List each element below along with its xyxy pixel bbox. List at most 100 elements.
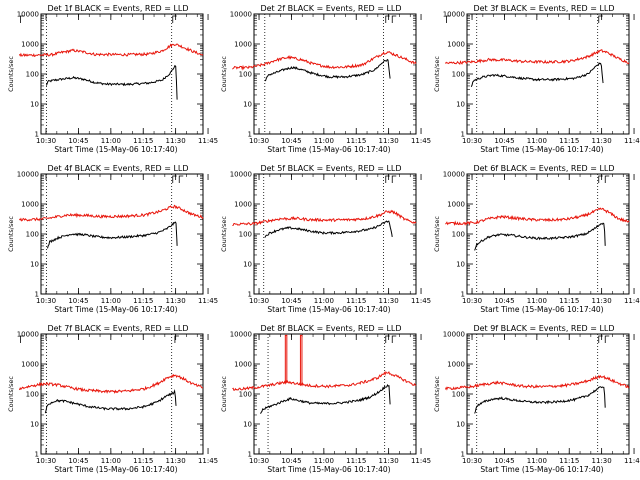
x-axis-label: Start Time (15-May-06 10:17:40)	[480, 305, 603, 314]
series-events-line	[44, 388, 177, 414]
x-tick-label: 11:15	[346, 137, 366, 145]
flag-marker	[391, 175, 397, 183]
x-tick-label: 11:45	[411, 457, 431, 465]
y-tick-label: 1	[461, 131, 465, 139]
series-lld-line	[232, 209, 417, 226]
y-tick-label: 100	[26, 71, 39, 79]
y-tick-label: 10	[30, 101, 39, 109]
x-tick-label: 11:45	[411, 137, 431, 145]
chart-title: Det 2f BLACK = Events, RED = LLD	[260, 4, 401, 13]
x-tick-label: 10:30	[249, 297, 269, 305]
series-events-line	[45, 64, 178, 100]
x-tick-label: 11:00	[527, 297, 547, 305]
plot-frame	[40, 173, 204, 295]
x-tick-label: 11:45	[624, 297, 640, 305]
y-tick-label: 1000	[447, 41, 465, 49]
flag-marker	[178, 175, 184, 183]
series-lld-line	[444, 49, 630, 65]
y-tick-label: 10	[243, 261, 252, 269]
flag-marker	[20, 335, 25, 343]
chart-title: Det 3f BLACK = Events, RED = LLD	[473, 4, 614, 13]
y-tick-label: 100	[26, 391, 39, 399]
x-tick-label: 11:30	[592, 137, 612, 145]
y-tick-label: 1000	[447, 361, 465, 369]
x-axis-label: Start Time (15-May-06 10:17:40)	[54, 145, 177, 154]
x-tick-label: 11:45	[411, 297, 431, 305]
x-tick-label: 11:30	[592, 457, 612, 465]
x-tick-label: 10:30	[249, 137, 269, 145]
y-axis-label: Counts/sec	[220, 56, 228, 92]
y-tick-label: 10	[243, 101, 252, 109]
x-axis-label: Start Time (15-May-06 10:17:40)	[267, 145, 390, 154]
y-axis-label: Counts/sec	[433, 216, 441, 252]
x-axis-label: Start Time (15-May-06 10:17:40)	[54, 305, 177, 314]
y-axis-label: Counts/sec	[7, 56, 15, 92]
chart-panel-2: Det 2f BLACK = Events, RED = LLD 1 10 100 10…	[220, 4, 431, 154]
chart-title: Det 1f BLACK = Events, RED = LLD	[47, 4, 188, 13]
y-tick-label: 1	[248, 291, 252, 299]
y-axis-label: Counts/sec	[433, 56, 441, 92]
chart-title: Det 5f BLACK = Events, RED = LLD	[260, 164, 401, 173]
x-tick-label: 10:45	[494, 137, 514, 145]
y-tick-label: 10000	[443, 331, 465, 339]
flag-marker	[446, 15, 451, 23]
y-tick-label: 10000	[17, 11, 39, 19]
y-tick-label: 100	[239, 391, 252, 399]
series-lld-line	[18, 204, 204, 222]
series-lld-line	[232, 51, 417, 71]
series-lld-line	[232, 370, 417, 391]
series-events-line	[264, 220, 393, 238]
flag-marker	[385, 175, 390, 183]
chart-title: Det 7f BLACK = Events, RED = LLD	[47, 324, 188, 333]
y-tick-label: 1	[35, 131, 39, 139]
series-events-line	[470, 62, 604, 88]
x-tick-label: 11:30	[379, 137, 399, 145]
y-tick-label: 10000	[17, 171, 39, 179]
x-tick-label: 11:15	[559, 137, 579, 145]
flag-marker	[172, 15, 177, 23]
x-tick-label: 11:30	[166, 297, 186, 305]
x-tick-label: 10:45	[494, 457, 514, 465]
x-tick-label: 10:30	[249, 457, 269, 465]
x-tick-label: 11:30	[166, 457, 186, 465]
series-lld-line	[444, 374, 630, 391]
x-tick-label: 11:15	[559, 297, 579, 305]
x-tick-label: 11:30	[166, 137, 186, 145]
x-tick-label: 11:00	[314, 457, 334, 465]
flag-marker	[598, 335, 603, 343]
flag-marker	[391, 335, 397, 343]
y-axis-label: Counts/sec	[220, 376, 228, 412]
x-tick-label: 11:30	[379, 297, 399, 305]
x-tick-label: 10:30	[36, 137, 56, 145]
flag-marker	[604, 175, 610, 183]
plot-frame	[253, 333, 417, 455]
series-lld-line	[445, 207, 630, 227]
x-tick-label: 11:15	[133, 297, 153, 305]
x-tick-label: 10:45	[281, 457, 301, 465]
lld-spike	[284, 334, 288, 383]
x-tick-label: 10:45	[281, 137, 301, 145]
plot-frame	[466, 13, 630, 135]
y-tick-label: 1000	[234, 361, 252, 369]
flag-marker	[174, 335, 179, 343]
y-tick-label: 10	[456, 101, 465, 109]
y-axis-label: Counts/sec	[433, 376, 441, 412]
x-axis-label: Start Time (15-May-06 10:17:40)	[54, 465, 177, 474]
x-tick-label: 10:45	[494, 297, 514, 305]
y-tick-label: 10000	[17, 331, 39, 339]
x-tick-label: 11:15	[346, 457, 366, 465]
flag-marker	[20, 15, 25, 23]
plot-frame	[40, 333, 204, 455]
chart-title: Det 8f BLACK = Events, RED = LLD	[260, 324, 401, 333]
x-tick-label: 11:15	[133, 137, 153, 145]
flag-marker	[172, 175, 177, 183]
chart-panel-9: Det 9f BLACK = Events, RED = LLD 1 10 100 10…	[433, 324, 640, 474]
x-tick-label: 11:15	[346, 297, 366, 305]
chart-title: Det 6f BLACK = Events, RED = LLD	[473, 164, 614, 173]
lld-spike	[299, 334, 303, 385]
flag-marker	[385, 15, 390, 23]
y-tick-label: 100	[452, 391, 465, 399]
x-axis-label: Start Time (15-May-06 10:17:40)	[480, 465, 603, 474]
x-tick-label: 11:00	[101, 457, 121, 465]
x-tick-label: 11:45	[198, 457, 218, 465]
